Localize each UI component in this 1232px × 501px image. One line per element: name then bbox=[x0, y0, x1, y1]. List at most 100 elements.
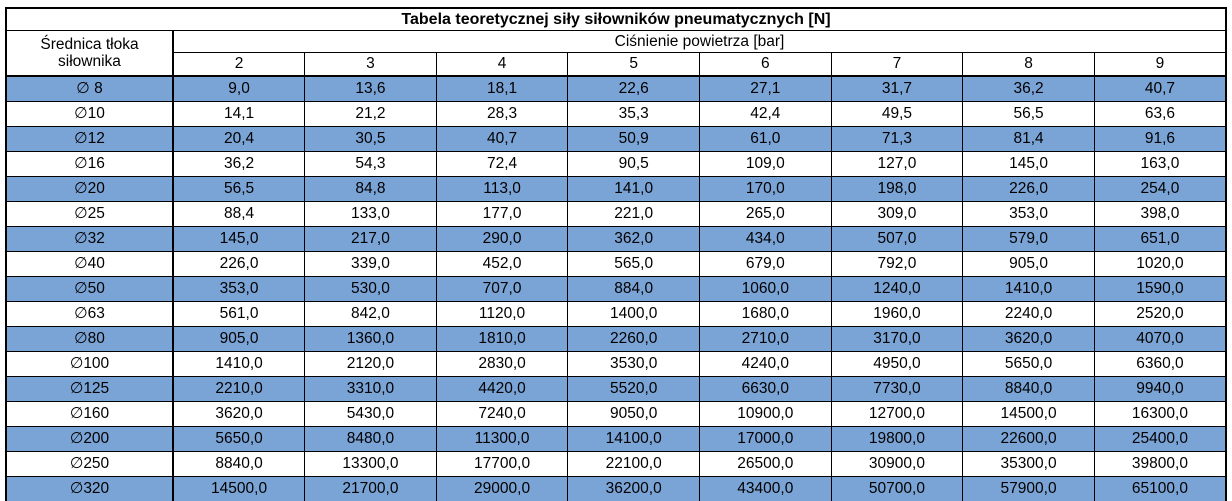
table-row: ∅ 8 9,0 13,6 18,1 22,6 27,1 31,7 36,2 40,7 bbox=[5, 75, 1227, 102]
force-cell: 54,3 bbox=[304, 151, 437, 177]
force-cell: 91,6 bbox=[1093, 126, 1227, 152]
table-row: ∅320 14500,0 21700,0 29000,0 36200,0 43400,0 5… bbox=[5, 476, 1227, 501]
force-cell: 8840,0 bbox=[172, 451, 306, 477]
pressure-header-cell: 6 bbox=[699, 52, 832, 77]
group-header-row: Średnica tłoka siłownika Ciśnienie powie… bbox=[5, 30, 1227, 77]
force-cell: 12700,0 bbox=[830, 401, 964, 427]
table-row: ∅200 5650,0 8480,0 11300,0 14100,0 17000,0 198… bbox=[5, 426, 1227, 452]
table-row: ∅100 1410,0 2120,0 2830,0 3530,0 4240,0 4950,0… bbox=[5, 351, 1227, 377]
force-cell: 9940,0 bbox=[1093, 376, 1227, 402]
force-cell: 61,0 bbox=[699, 126, 832, 152]
force-cell: 21700,0 bbox=[304, 476, 437, 501]
pressure-header-cell: 7 bbox=[830, 52, 964, 77]
title-row: Tabela teoretycznej siły siłowników pneu… bbox=[5, 7, 1227, 31]
force-cell: 30900,0 bbox=[830, 451, 964, 477]
force-cell: 109,0 bbox=[699, 151, 832, 177]
force-cell: 5430,0 bbox=[304, 401, 437, 427]
force-cell: 452,0 bbox=[435, 251, 569, 277]
force-cell: 339,0 bbox=[304, 251, 437, 277]
force-cell: 5520,0 bbox=[567, 376, 700, 402]
force-cell: 4420,0 bbox=[435, 376, 569, 402]
force-cell: 290,0 bbox=[435, 226, 569, 252]
force-cell: 9050,0 bbox=[567, 401, 700, 427]
force-cell: 71,3 bbox=[830, 126, 964, 152]
force-cell: 217,0 bbox=[304, 226, 437, 252]
force-cell: 36,2 bbox=[172, 151, 306, 177]
force-cell: 9,0 bbox=[172, 75, 306, 102]
diameter-cell: ∅40 bbox=[5, 251, 174, 277]
force-cell: 792,0 bbox=[830, 251, 964, 277]
force-cell: 40,7 bbox=[1093, 75, 1227, 102]
force-cell: 3310,0 bbox=[304, 376, 437, 402]
table-row: ∅12 20,4 30,5 40,7 50,9 61,0 71,3 81,4 91,6 bbox=[5, 126, 1227, 152]
force-cell: 1120,0 bbox=[435, 301, 569, 327]
force-cell: 14500,0 bbox=[962, 401, 1095, 427]
table-row: ∅50 353,0 530,0 707,0 884,0 1060,0 1240,0 1410,… bbox=[5, 276, 1227, 302]
table-body: ∅ 8 9,0 13,6 18,1 22,6 27,1 31,7 36,2 40,7 ∅10 14,… bbox=[5, 75, 1227, 501]
force-cell: 3170,0 bbox=[830, 326, 964, 352]
force-cell: 145,0 bbox=[172, 226, 306, 252]
pressure-header-cell: 2 bbox=[172, 52, 306, 77]
force-cell: 35300,0 bbox=[962, 451, 1095, 477]
force-cell: 29000,0 bbox=[435, 476, 569, 501]
force-cell: 1410,0 bbox=[962, 276, 1095, 302]
force-cell: 1960,0 bbox=[830, 301, 964, 327]
force-cell: 127,0 bbox=[830, 151, 964, 177]
table-row: ∅160 3620,0 5430,0 7240,0 9050,0 10900,0 12700… bbox=[5, 401, 1227, 427]
force-cell: 49,5 bbox=[830, 101, 964, 127]
force-cell: 2830,0 bbox=[435, 351, 569, 377]
force-cell: 3620,0 bbox=[962, 326, 1095, 352]
force-cell: 17000,0 bbox=[699, 426, 832, 452]
force-cell: 14,1 bbox=[172, 101, 306, 127]
force-cell: 133,0 bbox=[304, 201, 437, 227]
table-row: ∅80 905,0 1360,0 1810,0 2260,0 2710,0 3170,0 36… bbox=[5, 326, 1227, 352]
force-cell: 254,0 bbox=[1093, 176, 1227, 202]
force-cell: 31,7 bbox=[830, 75, 964, 102]
force-cell: 2710,0 bbox=[699, 326, 832, 352]
force-cell: 20,4 bbox=[172, 126, 306, 152]
pressure-header-cell: 8 bbox=[962, 52, 1095, 77]
force-cell: 4950,0 bbox=[830, 351, 964, 377]
force-cell: 1020,0 bbox=[1093, 251, 1227, 277]
force-cell: 56,5 bbox=[962, 101, 1095, 127]
force-cell: 1240,0 bbox=[830, 276, 964, 302]
force-cell: 842,0 bbox=[304, 301, 437, 327]
force-cell: 57900,0 bbox=[962, 476, 1095, 501]
force-cell: 905,0 bbox=[172, 326, 306, 352]
force-cell: 21,2 bbox=[304, 101, 437, 127]
diameter-cell: ∅200 bbox=[5, 426, 174, 452]
diameter-cell: ∅10 bbox=[5, 101, 174, 127]
force-cell: 5650,0 bbox=[962, 351, 1095, 377]
force-cell: 36200,0 bbox=[567, 476, 700, 501]
force-cell: 2120,0 bbox=[304, 351, 437, 377]
force-cell: 14500,0 bbox=[172, 476, 306, 501]
force-cell: 30,5 bbox=[304, 126, 437, 152]
force-cell: 3620,0 bbox=[172, 401, 306, 427]
force-cell: 507,0 bbox=[830, 226, 964, 252]
force-cell: 17700,0 bbox=[435, 451, 569, 477]
force-cell: 145,0 bbox=[962, 151, 1095, 177]
force-cell: 84,8 bbox=[304, 176, 437, 202]
force-cell: 226,0 bbox=[172, 251, 306, 277]
force-cell: 309,0 bbox=[830, 201, 964, 227]
force-cell: 28,3 bbox=[435, 101, 569, 127]
force-cell: 679,0 bbox=[699, 251, 832, 277]
force-cell: 22,6 bbox=[567, 75, 700, 102]
force-cell: 905,0 bbox=[962, 251, 1095, 277]
force-cell: 27,1 bbox=[699, 75, 832, 102]
diameter-cell: ∅50 bbox=[5, 276, 174, 302]
diameter-cell: ∅250 bbox=[5, 451, 174, 477]
diameter-cell: ∅80 bbox=[5, 326, 174, 352]
force-cell: 530,0 bbox=[304, 276, 437, 302]
force-cell: 43400,0 bbox=[699, 476, 832, 501]
force-cell: 11300,0 bbox=[435, 426, 569, 452]
table-header: Tabela teoretycznej siły siłowników pneu… bbox=[5, 7, 1227, 77]
force-cell: 6630,0 bbox=[699, 376, 832, 402]
diameter-cell: ∅100 bbox=[5, 351, 174, 377]
force-cell: 884,0 bbox=[567, 276, 700, 302]
force-cell: 63,6 bbox=[1093, 101, 1227, 127]
diameter-cell: ∅20 bbox=[5, 176, 174, 202]
force-cell: 88,4 bbox=[172, 201, 306, 227]
